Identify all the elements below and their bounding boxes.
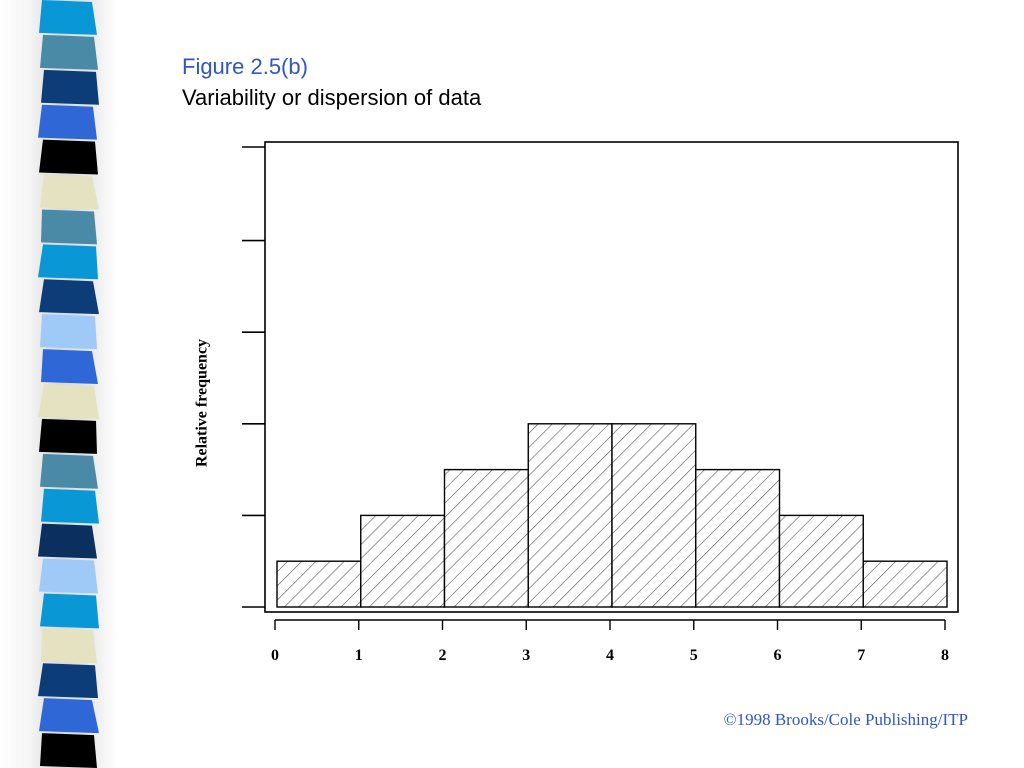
y-axis-label: Relative frequency bbox=[194, 339, 211, 467]
histogram-bar bbox=[276, 560, 362, 608]
histogram-bar bbox=[778, 514, 864, 608]
strip-block bbox=[40, 314, 97, 350]
strip-blocks bbox=[38, 0, 99, 768]
x-tick-label: 5 bbox=[690, 647, 698, 664]
figure-subtitle: Variability or dispersion of data bbox=[182, 85, 482, 110]
x-axis-ticks: 0 1 2 3 4 5 6 7 8 bbox=[271, 620, 949, 664]
histogram-bars bbox=[276, 423, 948, 608]
strip-block bbox=[41, 628, 97, 664]
strip-block bbox=[39, 698, 99, 734]
strip-block bbox=[39, 418, 97, 454]
histogram-bar bbox=[360, 514, 446, 608]
x-tick-label: 2 bbox=[439, 647, 447, 664]
decorative-side-strip bbox=[0, 0, 118, 768]
x-tick-label: 0 bbox=[271, 647, 279, 664]
strip-block bbox=[40, 593, 99, 629]
histogram-bar bbox=[695, 468, 781, 608]
strip-block bbox=[40, 733, 97, 768]
strip-block bbox=[40, 453, 98, 489]
x-tick-label: 7 bbox=[857, 647, 865, 664]
histogram-bar bbox=[862, 560, 948, 608]
strip-block bbox=[41, 349, 98, 384]
copyright-notice: ©1998 Brooks/Cole Publishing/ITP bbox=[723, 710, 968, 729]
strip-block bbox=[39, 0, 97, 35]
strip-block bbox=[38, 384, 99, 419]
strip-block bbox=[39, 279, 99, 315]
histogram-bar bbox=[527, 423, 613, 608]
plot-frame bbox=[264, 141, 959, 613]
figure-label: Figure 2.5(b) bbox=[182, 54, 308, 79]
strip-block bbox=[38, 663, 98, 699]
strip-block bbox=[39, 558, 98, 594]
y-axis-ticks bbox=[242, 146, 265, 608]
strip-block bbox=[41, 488, 99, 524]
strip-block bbox=[38, 523, 97, 559]
x-tick-label: 4 bbox=[606, 647, 614, 664]
strip-block bbox=[40, 174, 99, 210]
strip-block bbox=[41, 69, 99, 105]
strip-block bbox=[38, 244, 98, 280]
strip-block bbox=[40, 34, 98, 70]
histogram-bar bbox=[611, 423, 697, 608]
x-tick-label: 8 bbox=[941, 647, 949, 664]
x-tick-label: 6 bbox=[774, 647, 782, 664]
title-block: Figure 2.5(b) Variability or dispersion … bbox=[182, 52, 481, 114]
x-tick-label: 3 bbox=[522, 647, 530, 664]
histogram-bar bbox=[443, 468, 529, 608]
strip-block bbox=[38, 104, 97, 140]
strip-block bbox=[41, 209, 97, 245]
x-tick-label: 1 bbox=[355, 647, 363, 664]
strip-block bbox=[39, 139, 98, 175]
